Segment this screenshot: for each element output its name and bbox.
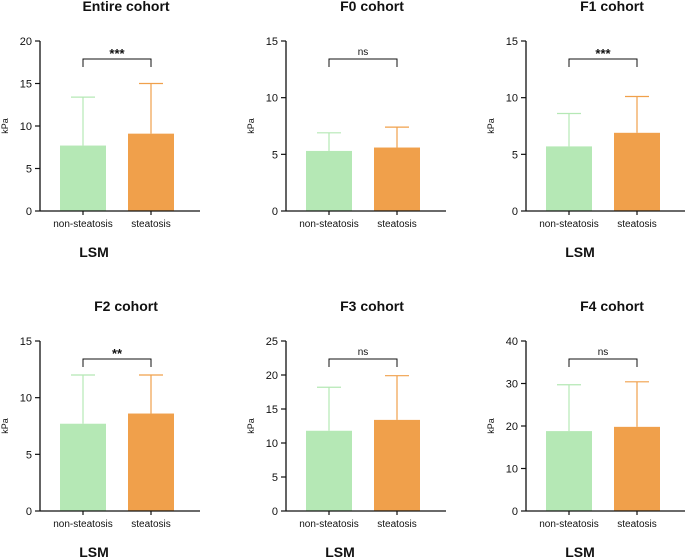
significance-label: *** [595, 46, 611, 61]
y-tick-label: 10 [20, 393, 32, 405]
category-label: non-steatosis [539, 219, 598, 230]
chart-panel: Entire cohort kPa non-steatosis steatosis 0 5… [0, 0, 200, 260]
y-tick-label: 10 [506, 464, 518, 476]
y-tick-label: 0 [272, 506, 278, 518]
category-label: steatosis [377, 219, 416, 230]
y-tick-label: 5 [512, 149, 518, 161]
chart-panel: F1 cohort kPa non-steatosis steatosis 0 5 10 15… [486, 0, 685, 260]
significance-bracket [568, 358, 638, 367]
bar-non-steatosis [60, 145, 106, 211]
chart-panel: F3 cohort kPa non-steatosis steatosis 0 5 10 15… [246, 298, 446, 558]
panel-title: F2 cohort [94, 298, 158, 314]
panel-title: F0 cohort [340, 0, 404, 14]
significance-bracket [82, 58, 152, 67]
significance-bracket [328, 58, 398, 67]
y-tick-label: 20 [20, 36, 32, 48]
y-tick-label: 0 [512, 506, 518, 518]
y-tick-label: 0 [512, 206, 518, 218]
group-label: LSM [565, 244, 595, 260]
y-axis-label: kPa [246, 418, 256, 434]
bar-steatosis [374, 419, 420, 511]
y-tick-label: 15 [20, 336, 32, 348]
panel-title: F4 cohort [580, 298, 644, 314]
category-label: non-steatosis [539, 519, 598, 530]
category-label: steatosis [617, 219, 656, 230]
category-label: non-steatosis [53, 219, 112, 230]
category-label: steatosis [131, 219, 170, 230]
y-tick-label: 10 [266, 438, 278, 450]
bar-steatosis [614, 426, 660, 511]
y-tick-label: 15 [266, 36, 278, 48]
y-axis-label: kPa [0, 118, 10, 134]
bar-non-steatosis [306, 150, 352, 211]
y-tick-label: 0 [272, 206, 278, 218]
y-tick-label: 30 [506, 379, 518, 391]
bar-steatosis [614, 132, 660, 211]
y-tick-label: 10 [20, 121, 32, 133]
category-label: steatosis [131, 519, 170, 530]
bar-non-steatosis [546, 146, 592, 211]
chart-panel: F4 cohort kPa non-steatosis steatosis 0 10 20 3… [486, 298, 685, 558]
panel-title: F1 cohort [580, 0, 644, 14]
y-tick-label: 20 [506, 421, 518, 433]
category-label: non-steatosis [299, 219, 358, 230]
panel-title: Entire cohort [82, 0, 169, 14]
category-label: non-steatosis [53, 519, 112, 530]
bar-non-steatosis [546, 431, 592, 511]
bar-steatosis [128, 133, 174, 211]
bar-steatosis [374, 147, 420, 211]
y-tick-label: 15 [20, 79, 32, 91]
y-tick-label: 0 [26, 506, 32, 518]
significance-label: ns [358, 47, 369, 58]
y-tick-label: 5 [26, 164, 32, 176]
y-tick-label: 0 [26, 206, 32, 218]
bar-non-steatosis [306, 430, 352, 511]
chart-panel: F2 cohort kPa non-steatosis steatosis 0 5 10 15… [0, 298, 200, 558]
y-tick-label: 5 [26, 449, 32, 461]
group-label: LSM [565, 544, 595, 558]
group-label: LSM [79, 544, 109, 558]
y-tick-label: 15 [506, 36, 518, 48]
bar-non-steatosis [60, 423, 106, 511]
y-axis-label: kPa [246, 118, 256, 134]
significance-label: ns [358, 347, 369, 358]
y-tick-label: 10 [266, 93, 278, 105]
y-axis-label: kPa [486, 118, 496, 134]
y-tick-label: 40 [506, 336, 518, 348]
category-label: non-steatosis [299, 519, 358, 530]
y-tick-label: 10 [506, 93, 518, 105]
y-tick-label: 5 [272, 472, 278, 484]
significance-bracket [82, 358, 152, 367]
group-label: LSM [79, 244, 109, 260]
y-tick-label: 20 [266, 370, 278, 382]
group-label: LSM [325, 544, 355, 558]
significance-label: ns [598, 347, 609, 358]
bar-steatosis [128, 413, 174, 511]
category-label: steatosis [617, 519, 656, 530]
category-label: steatosis [377, 519, 416, 530]
y-tick-label: 25 [266, 336, 278, 348]
chart-panel: F0 cohort kPa non-steatosis steatosis 0 5 10 15… [246, 0, 446, 230]
significance-label: ** [112, 346, 123, 361]
panel-title: F3 cohort [340, 298, 404, 314]
y-tick-label: 15 [266, 404, 278, 416]
significance-bracket [568, 58, 638, 67]
significance-label: *** [109, 46, 125, 61]
y-axis-label: kPa [0, 418, 10, 434]
y-axis-label: kPa [486, 418, 496, 434]
y-tick-label: 5 [272, 149, 278, 161]
significance-bracket [328, 358, 398, 367]
